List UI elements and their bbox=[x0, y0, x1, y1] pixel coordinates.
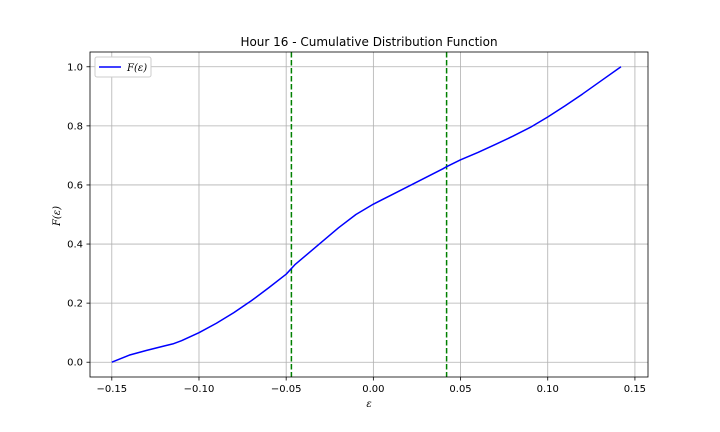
y-tick-label: 0.4 bbox=[67, 240, 83, 251]
y-tick-label: 0.0 bbox=[67, 358, 83, 369]
chart-title: Hour 16 - Cumulative Distribution Functi… bbox=[240, 35, 497, 49]
y-tick-label: 0.2 bbox=[67, 299, 83, 310]
x-tick-label: −0.10 bbox=[184, 384, 215, 395]
legend-label: F(ε) bbox=[126, 63, 147, 74]
vertical-reference-lines bbox=[290, 52, 448, 377]
x-tick-label: −0.15 bbox=[96, 384, 127, 395]
plot-area-frame bbox=[89, 51, 649, 378]
legend-box bbox=[94, 56, 152, 78]
series-layer bbox=[111, 66, 622, 363]
x-tick-label: 0.10 bbox=[537, 384, 559, 395]
x-axis-label: ε bbox=[366, 399, 371, 410]
y-tick-label: 0.8 bbox=[67, 121, 83, 132]
x-axis-ticks: −0.15 −0.10 −0.05 0.00 0.05 0.10 0.15 bbox=[96, 377, 646, 395]
x-tick-label: −0.05 bbox=[271, 384, 302, 395]
x-tick-label: 0.00 bbox=[362, 384, 384, 395]
y-axis-label: F(ε) bbox=[52, 206, 63, 227]
cdf-line bbox=[111, 66, 622, 363]
x-tick-label: 0.05 bbox=[449, 384, 471, 395]
grid bbox=[90, 52, 648, 377]
y-tick-label: 1.0 bbox=[67, 62, 83, 73]
y-tick-label: 0.6 bbox=[67, 180, 83, 191]
x-tick-label: 0.15 bbox=[624, 384, 646, 395]
legend: F(ε) bbox=[94, 56, 152, 78]
y-axis-ticks: 0.0 0.2 0.4 0.6 0.8 1.0 bbox=[67, 62, 90, 369]
